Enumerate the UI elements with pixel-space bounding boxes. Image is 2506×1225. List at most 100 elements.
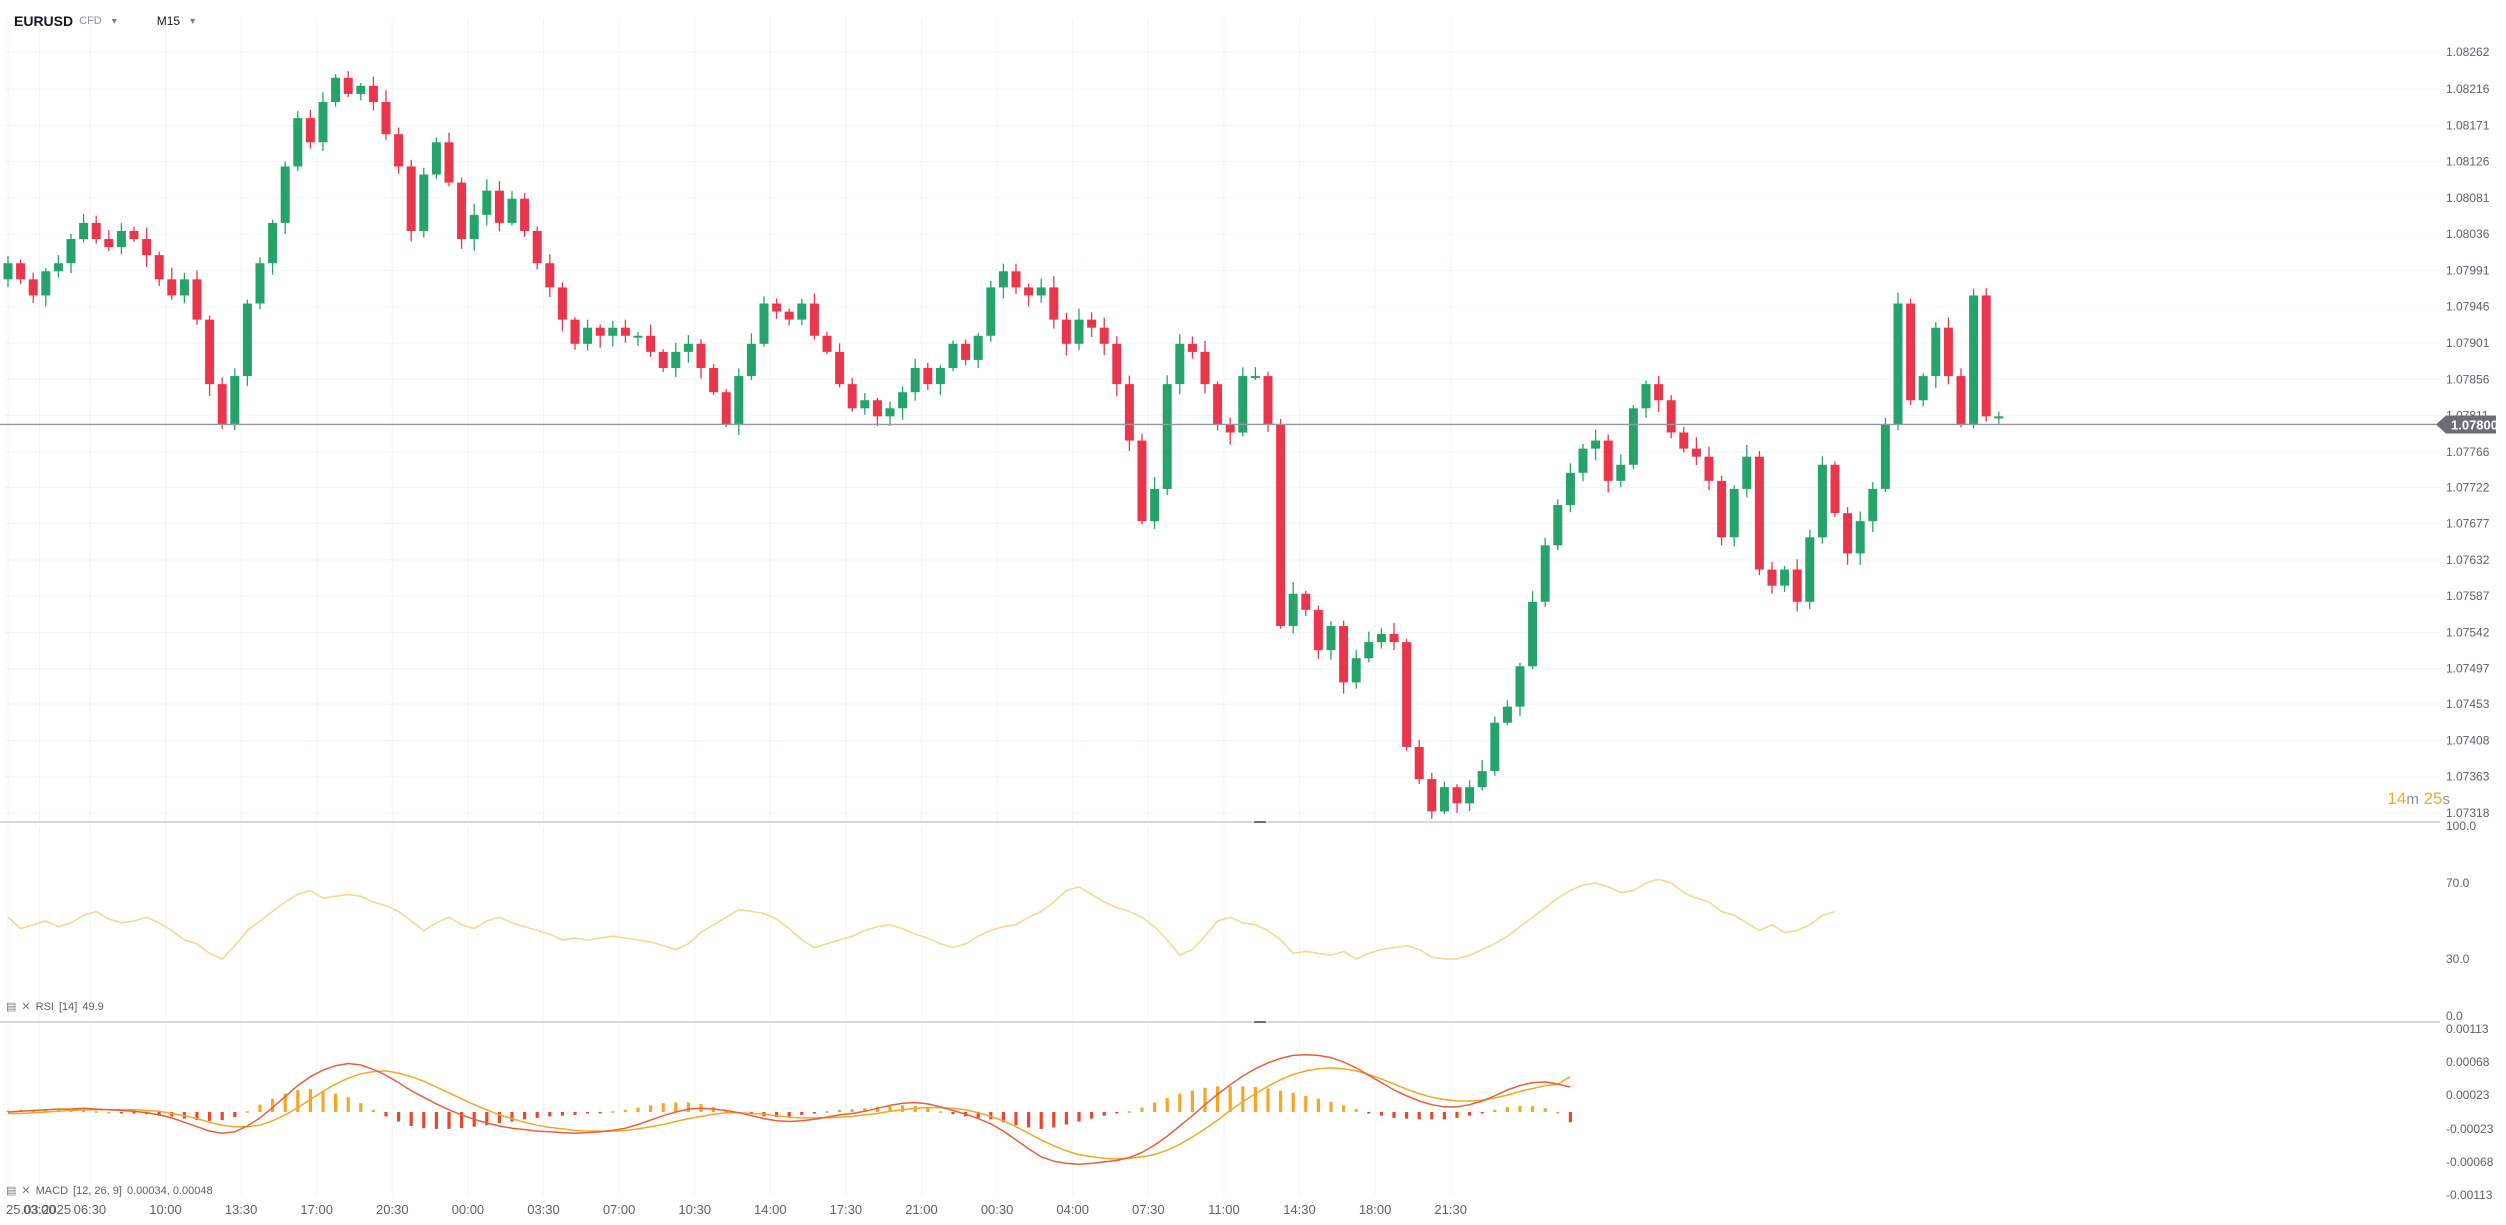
- candle-body-up: [633, 335, 643, 338]
- candle-body-down: [784, 311, 794, 320]
- macd-histogram-bar-negative: [397, 1112, 401, 1122]
- candle-body-down: [620, 327, 630, 336]
- candle-body-down: [368, 85, 378, 102]
- candle-body-up: [280, 166, 290, 223]
- candle-body-down: [1691, 448, 1701, 457]
- price-axis-tick: 1.08036: [2446, 227, 2490, 241]
- candle-body-down: [1767, 569, 1777, 586]
- candle-body-up: [797, 303, 807, 320]
- time-axis-tick: 20:30: [376, 1202, 409, 1217]
- candle-body-up: [746, 343, 756, 377]
- candle-body-down: [923, 368, 933, 385]
- candle-body-down: [1906, 303, 1916, 401]
- macd-histogram-bar-negative: [1417, 1112, 1421, 1120]
- candle-body-up: [1540, 545, 1550, 602]
- macd-histogram-bar-positive: [686, 1102, 690, 1112]
- candle-body-down: [822, 335, 832, 352]
- candle-body-down: [305, 118, 315, 143]
- macd-histogram-bar-positive: [1127, 1111, 1131, 1113]
- candle-body-up: [116, 230, 126, 248]
- macd-axis-tick: 0.00068: [2446, 1055, 2490, 1069]
- candle-body-down: [721, 392, 731, 425]
- time-axis-tick: 11:00: [1208, 1202, 1240, 1217]
- macd-histogram-bar-positive: [1178, 1093, 1182, 1112]
- candle-body-down: [494, 190, 504, 223]
- macd-histogram-bar-negative: [1367, 1112, 1371, 1114]
- candle-body-up: [179, 279, 189, 296]
- candle-body-up: [1364, 642, 1374, 659]
- candle-body-down: [217, 384, 227, 425]
- price-axis-tick: 1.08081: [2446, 191, 2490, 205]
- macd-histogram-bar-positive: [334, 1093, 338, 1112]
- candle-body-down: [406, 166, 416, 231]
- indicator-settings-icon[interactable]: ▤: [6, 1001, 17, 1013]
- candle-body-up: [1528, 601, 1538, 667]
- macd-histogram-bar-positive: [296, 1089, 300, 1112]
- candle-body-up: [1729, 488, 1739, 538]
- candle-body-down: [696, 343, 706, 369]
- indicator-settings-icon[interactable]: ▤: [6, 1185, 17, 1197]
- macd-histogram-bar-positive: [1556, 1112, 1560, 1114]
- candle-body-up: [860, 400, 870, 409]
- candle-body-down: [192, 279, 202, 320]
- price-axis-tick: 1.08126: [2446, 155, 2490, 169]
- candle-body-up: [986, 287, 996, 336]
- candle-body-down: [1830, 464, 1840, 514]
- chart-header: EURUSD CFD ▾ M15 ▾: [14, 10, 195, 32]
- price-axis-tick: 1.08171: [2446, 118, 2490, 132]
- rsi-params: [14]: [58, 1000, 78, 1013]
- time-axis-tick: 07:30: [1132, 1202, 1165, 1217]
- macd-histogram-bar-positive: [1543, 1108, 1547, 1112]
- candle-body-up: [1502, 706, 1512, 723]
- candle-body-down: [16, 263, 26, 280]
- macd-histogram-bar-positive: [850, 1109, 854, 1112]
- indicator-close-icon[interactable]: ✕: [21, 1185, 31, 1197]
- macd-axis-tick: 0.00113: [2446, 1022, 2489, 1036]
- symbol-name[interactable]: EURUSD: [14, 13, 74, 29]
- time-axis-tick: 10:00: [149, 1202, 182, 1217]
- macd-histogram-bar-positive: [245, 1111, 249, 1113]
- price-axis-tick: 1.07766: [2446, 445, 2490, 459]
- candle-body-up: [1439, 787, 1449, 812]
- timeframe-dropdown-icon[interactable]: ▾: [190, 15, 196, 27]
- candle-body-down: [91, 222, 101, 240]
- candle-body-down: [1301, 593, 1311, 610]
- macd-histogram-bar-positive: [359, 1103, 363, 1112]
- candle-body-down: [28, 279, 38, 296]
- timeframe-selector[interactable]: M15: [156, 14, 181, 28]
- macd-values: 0.00034, 0.00048: [126, 1184, 213, 1197]
- candle-body-down: [394, 134, 404, 167]
- macd-histogram-bar-negative: [951, 1112, 955, 1115]
- candle-body-up: [331, 77, 341, 102]
- time-axis-tick: 25.03.2025: [6, 1202, 71, 1217]
- macd-histogram-bar-negative: [1077, 1112, 1081, 1122]
- candle-body-down: [532, 230, 542, 264]
- price-axis-tick: 1.07991: [2446, 263, 2490, 277]
- macd-histogram-bar-negative: [1090, 1112, 1094, 1119]
- macd-histogram-bar-positive: [1241, 1086, 1245, 1112]
- macd-histogram-bar-negative: [220, 1112, 224, 1121]
- macd-histogram-bar-negative: [1039, 1112, 1043, 1129]
- symbol-dropdown-icon[interactable]: ▾: [111, 15, 117, 27]
- candle-body-up: [1969, 295, 1979, 425]
- candle-body-down: [1011, 271, 1021, 288]
- time-axis-tick: 21:30: [1434, 1202, 1467, 1217]
- current-price-tag: [2436, 415, 2496, 434]
- candle-body-up: [1465, 787, 1475, 804]
- candle-body-up: [608, 327, 618, 336]
- macd-histogram-bar-positive: [283, 1093, 287, 1112]
- candle-body-up: [1515, 666, 1525, 707]
- macd-histogram-bar-positive: [1203, 1087, 1207, 1112]
- macd-histogram-bar-negative: [1001, 1112, 1005, 1123]
- indicator-close-icon[interactable]: ✕: [21, 1001, 31, 1013]
- candle-body-down: [1427, 779, 1437, 812]
- candle-body-up: [973, 335, 983, 360]
- price-axis-tick: 1.07901: [2446, 336, 2490, 350]
- candle-body-up: [1742, 456, 1752, 489]
- candle-body-up: [1805, 537, 1815, 602]
- macd-histogram-bar-positive: [1266, 1088, 1270, 1112]
- candle-body-down: [1024, 287, 1034, 296]
- macd-histogram-bar-negative: [119, 1112, 123, 1114]
- candle-body-down: [1087, 319, 1097, 328]
